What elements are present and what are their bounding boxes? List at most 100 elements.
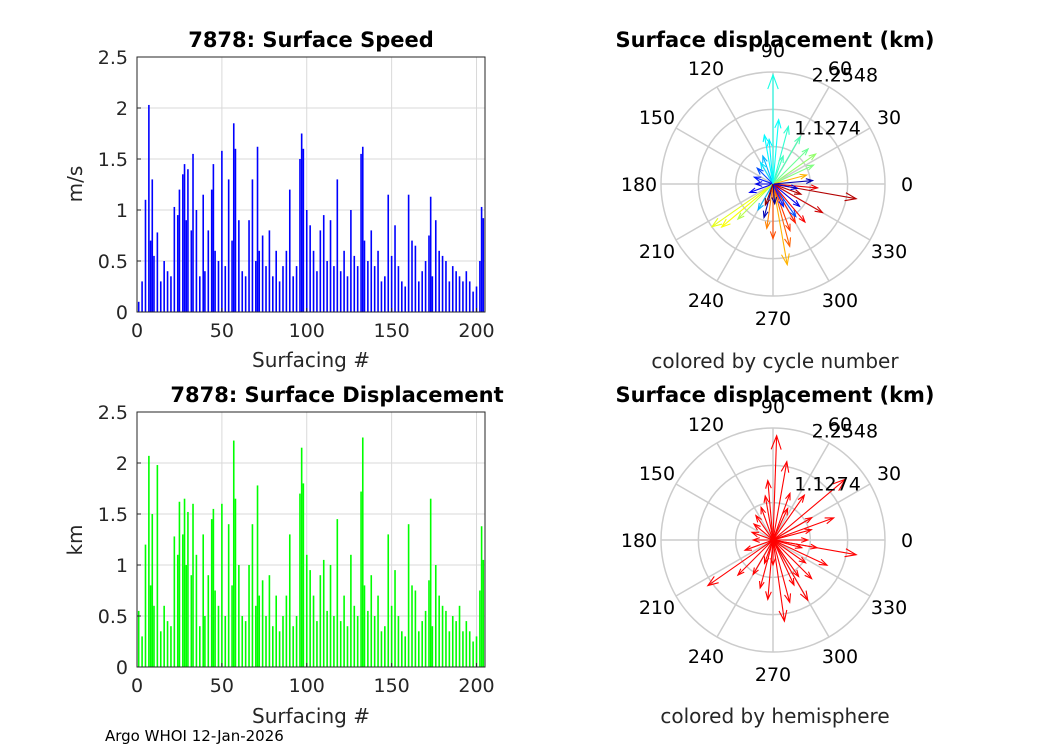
displacement-bar <box>377 595 379 667</box>
polar-cycle-arrow <box>772 147 810 185</box>
polar-cycle-angle-label: 300 <box>822 290 858 312</box>
polar-cycle-angle-label: 60 <box>828 58 852 80</box>
polar-cycle-arrow-head <box>799 173 809 180</box>
displacement-bar <box>137 610 140 667</box>
speed-bar <box>212 164 215 312</box>
displacement-bar <box>268 575 271 667</box>
speed-ylabel: m/s <box>63 166 87 203</box>
polar-cycle-arrow-head <box>801 147 810 156</box>
polar-hemisphere-arrow-shaft <box>772 539 785 622</box>
polar-hemisphere-angle-label: 0 <box>901 530 913 552</box>
speed-ytick-label: 1 <box>116 200 128 222</box>
polar-cycle-arrow-shaft <box>762 155 774 185</box>
polar-cycle-arrow <box>720 183 774 229</box>
displacement-bar <box>384 626 386 667</box>
polar-hemisphere-arrow-shaft <box>759 539 774 589</box>
displacement-bar <box>373 616 376 667</box>
polar-hemisphere-arrow <box>706 539 774 587</box>
displacement-bar <box>370 575 373 667</box>
polar-hemisphere-arrow-shaft <box>753 523 774 541</box>
displacement-bar <box>472 641 474 667</box>
polar-cycle-arrow <box>762 154 774 185</box>
polar-hemisphere-spoke <box>772 539 871 597</box>
speed-bar <box>176 215 179 312</box>
polar-hemisphere-arrow <box>772 539 809 602</box>
polar-hemisphere-arrow-shaft <box>772 517 812 541</box>
speed-panel: 0 50 100 150 200 0 0.5 1 1.5 2 2.5 7878: Surface S… <box>63 28 495 372</box>
polar-cycle-arrow-head <box>710 217 723 228</box>
displacement-bar <box>479 590 481 667</box>
displacement-bar <box>261 580 264 667</box>
displacement-bar <box>231 585 233 667</box>
polar-hemisphere-arrow-head <box>780 460 790 473</box>
polar-cycle-arrow <box>757 183 774 212</box>
displacement-bar <box>217 605 220 667</box>
displacement-bar <box>380 631 383 667</box>
speed-bar <box>441 255 444 312</box>
displacement-bar <box>407 524 410 667</box>
polar-cycle-arrow-head <box>762 133 769 143</box>
polar-hemisphere-arrow-head <box>785 491 791 501</box>
polar-cycle-arrow-head <box>778 199 785 208</box>
speed-bar <box>204 271 206 312</box>
polar-hemisphere-arrow-shaft <box>772 508 789 541</box>
polar-cycle-arrow <box>772 183 801 208</box>
displacement-bar <box>465 621 468 667</box>
speed-bar <box>390 255 393 312</box>
speed-bar <box>336 179 339 312</box>
polar-cycle-arrow-shaft <box>764 183 774 206</box>
displacement-xtick-label: 150 <box>374 675 410 697</box>
polar-cycle-arrow-head <box>810 184 820 191</box>
displacement-bar <box>438 595 440 667</box>
displacement-bar <box>387 534 390 667</box>
polar-hemisphere-arrow-shaft <box>751 531 774 541</box>
polar-cycle-angle-label: 0 <box>901 174 913 196</box>
polar-hemisphere-arrow-shaft <box>772 539 791 603</box>
speed-ytick-label: 1.5 <box>98 149 128 171</box>
polar-hemisphere-arrow-head <box>770 558 776 567</box>
polar-hemisphere-arrow-head <box>778 609 788 623</box>
polar-cycle-arrow-shaft <box>772 183 802 195</box>
polar-cycle-arrow-head <box>781 253 790 267</box>
polar-hemisphere-arrow-shaft <box>772 539 813 580</box>
polar-hemisphere-arrow-shaft <box>707 539 774 587</box>
displacement-bar <box>302 483 305 667</box>
speed-bar <box>387 194 390 312</box>
polar-cycle-labels: 0 30 60 90 120 150 180 210 240 270 300 330 1.1274 2.2… <box>621 40 913 330</box>
speed-bar <box>153 255 155 312</box>
speed-bar <box>148 104 150 312</box>
polar-cycle-arrow <box>771 183 778 206</box>
polar-cycle-arrow <box>752 176 774 185</box>
polar-cycle-arrow-shaft <box>772 183 798 189</box>
polar-cycle-arrow <box>772 183 791 233</box>
displacement-bar <box>414 590 417 667</box>
displacement-bar <box>202 534 205 667</box>
displacement-bar <box>153 605 155 667</box>
polar-hemisphere-arrow <box>772 491 791 541</box>
polar-hemisphere-labels: 0 30 60 90 120 150 180 210 240 270 300 330 1.1274 2.2… <box>621 396 913 686</box>
polar-cycle-arrow-shaft <box>763 134 774 185</box>
polar-cycle-angle-label: 90 <box>761 40 785 62</box>
displacement-bar <box>256 485 259 667</box>
polar-cycle-arrow-shaft <box>772 183 791 231</box>
polar-hemisphere-arrow <box>772 539 795 587</box>
displacement-bar <box>336 519 339 667</box>
speed-bar <box>261 235 264 312</box>
polar-hemisphere-arrow <box>763 494 774 541</box>
displacement-bar <box>346 626 349 667</box>
speed-bar <box>166 271 169 312</box>
displacement-bar <box>404 636 407 667</box>
polar-cycle-arrow-shaft <box>772 148 809 185</box>
polar-cycle-arrow <box>769 184 777 241</box>
speed-bar <box>373 266 376 312</box>
polar-cycle-arrow-head <box>792 200 801 208</box>
polar-hemisphere-arrow-shaft <box>772 539 806 564</box>
displacement-bar <box>445 610 447 667</box>
polar-cycle-angle-label: 210 <box>639 241 675 263</box>
polar-hemisphere-angle-label: 150 <box>639 463 675 485</box>
displacement-bar <box>149 585 152 667</box>
polar-hemisphere-arrow-head <box>736 568 745 577</box>
polar-cycle-arrow-shaft <box>772 183 818 189</box>
displacement-bar <box>309 570 311 667</box>
polar-hemisphere-arrow-shaft <box>772 493 791 541</box>
